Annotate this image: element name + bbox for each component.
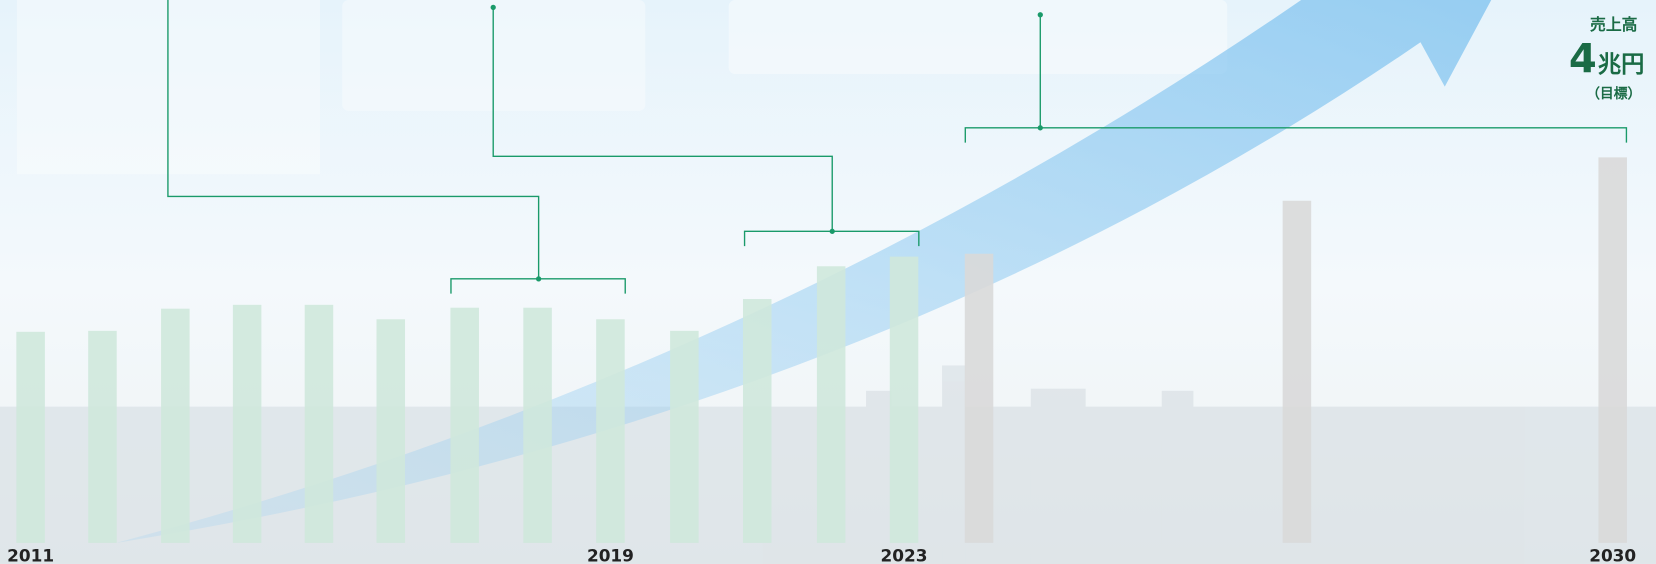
x-tick-label: 2011 — [7, 546, 54, 564]
annotation-unit: 兆円 — [1598, 51, 1644, 78]
bar — [233, 305, 262, 543]
bar — [596, 319, 625, 543]
bar — [305, 305, 334, 543]
bar — [670, 331, 699, 543]
bar — [1598, 157, 1627, 542]
annotation-value: 4 — [1569, 36, 1597, 82]
bar — [965, 254, 994, 543]
page: 売上高 4 兆円 （目標） 2011201920232030 (() => { … — [0, 0, 1656, 564]
chart: 売上高 4 兆円 （目標） 2011 2019 2023 2030 — [0, 0, 1656, 564]
annotation-label: 売上高 — [1590, 15, 1638, 34]
panel — [729, 0, 1227, 74]
x-tick-label: 2023 — [881, 546, 928, 564]
bar — [16, 332, 45, 543]
x-tick-label: 2019 — [587, 546, 634, 564]
bar — [523, 308, 552, 543]
bar — [1283, 201, 1312, 543]
bar — [88, 331, 117, 543]
bar — [817, 266, 846, 543]
bar — [890, 257, 919, 543]
bar — [161, 309, 190, 543]
bar — [743, 299, 772, 543]
annotation-note: （目標） — [1586, 85, 1641, 102]
x-tick-label: 2030 — [1589, 546, 1636, 564]
bar — [377, 319, 406, 543]
bar — [450, 308, 479, 543]
